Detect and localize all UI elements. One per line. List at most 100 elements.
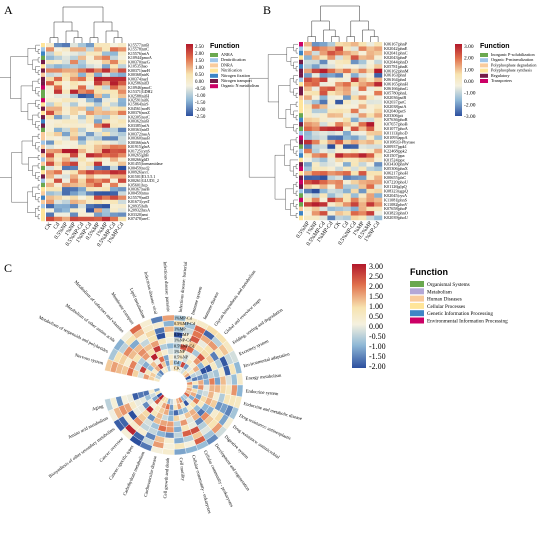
heatmap-cell bbox=[94, 208, 103, 213]
heatmap-cell bbox=[374, 122, 383, 127]
heatmap-cell bbox=[70, 43, 79, 48]
function-strip-cell bbox=[41, 127, 45, 133]
colorbar-tick-label: -1.50 bbox=[195, 101, 206, 106]
heatmap-cell bbox=[54, 178, 63, 184]
function-strip-cell bbox=[299, 86, 303, 92]
dendrogram-branch bbox=[35, 208, 39, 217]
dendrogram-branch bbox=[320, 5, 360, 21]
function-strip-cell bbox=[41, 170, 45, 175]
heatmap-cell bbox=[350, 144, 359, 149]
heatmap-cell bbox=[86, 93, 95, 99]
function-strip-cell bbox=[41, 55, 45, 61]
heatmap-cell bbox=[319, 211, 328, 216]
heatmap-cell bbox=[350, 188, 359, 194]
heatmap-cell bbox=[94, 127, 103, 133]
dendrogram-branch bbox=[35, 172, 40, 179]
heatmap-cell bbox=[343, 55, 351, 60]
heatmap-cell bbox=[358, 95, 367, 101]
heatmap-cell bbox=[102, 76, 111, 82]
circular-heatmap-cell bbox=[165, 426, 175, 433]
row-label: K03823|phnO bbox=[384, 211, 408, 216]
heatmap-cell bbox=[86, 123, 95, 128]
sector-label: Metabolism of terpenoids and polyketides bbox=[38, 315, 109, 354]
heatmap-cell bbox=[366, 184, 375, 190]
heatmap-cell bbox=[62, 98, 71, 103]
heatmap-cell bbox=[110, 216, 119, 222]
heatmap-cell bbox=[374, 117, 383, 123]
heatmap-cell bbox=[350, 184, 359, 190]
dendrogram-branch bbox=[285, 188, 294, 210]
heatmap-cell bbox=[335, 113, 344, 118]
heatmap-cell bbox=[366, 77, 375, 83]
heatmap-cell bbox=[46, 140, 55, 145]
heatmap-cell bbox=[327, 162, 336, 167]
heatmap-cell bbox=[358, 108, 367, 114]
panel-a-function-strip bbox=[41, 43, 45, 222]
row-label: K03385|nrfA bbox=[128, 123, 149, 128]
panel-c-circular-heatmap bbox=[104, 314, 244, 456]
heatmap-cell bbox=[110, 68, 119, 73]
row-label: K00362|nirB bbox=[128, 119, 149, 124]
heatmap-cell bbox=[62, 170, 71, 175]
heatmap-cell bbox=[343, 162, 351, 167]
heatmap-cell bbox=[335, 184, 344, 190]
heatmap-cell bbox=[118, 102, 127, 107]
heatmap-cell bbox=[335, 166, 344, 172]
heatmap-cell bbox=[78, 85, 87, 90]
function-strip-cell bbox=[41, 157, 45, 162]
circular-heatmap-cell bbox=[225, 374, 232, 386]
sector-label: Infectious disease: parasitic bbox=[163, 261, 171, 312]
heatmap-cell bbox=[94, 89, 103, 95]
heatmap-cell bbox=[374, 55, 383, 60]
dendrogram-branch bbox=[37, 91, 40, 97]
heatmap-cell bbox=[46, 174, 55, 179]
row-label: K00655|plsC bbox=[384, 175, 406, 180]
heatmap-cell bbox=[94, 110, 103, 116]
heatmap-cell bbox=[358, 135, 367, 141]
dendrogram-branch bbox=[35, 121, 40, 128]
heatmap-cell bbox=[78, 161, 87, 167]
heatmap-cell bbox=[335, 117, 344, 123]
heatmap-cell bbox=[86, 182, 95, 188]
heatmap-cell bbox=[70, 123, 79, 128]
row-label: K00265|gltB bbox=[128, 153, 149, 158]
heatmap-cell bbox=[102, 195, 111, 201]
heatmap-cell bbox=[311, 95, 320, 101]
heatmap-cell bbox=[118, 195, 127, 201]
dendrogram-branch bbox=[28, 157, 39, 171]
heatmap-cell bbox=[358, 55, 367, 60]
heatmap-cell bbox=[311, 206, 320, 212]
row-label: K10946|pmoC bbox=[128, 85, 152, 90]
heatmap-cell bbox=[70, 115, 79, 120]
dendrogram-branch bbox=[284, 144, 291, 166]
heatmap-cell bbox=[86, 208, 95, 213]
heatmap-cell bbox=[343, 59, 351, 65]
heatmap-cell bbox=[46, 208, 55, 213]
heatmap-cell bbox=[94, 148, 103, 154]
row-label: K15371|GDH2 bbox=[128, 89, 152, 94]
heatmap-cell bbox=[327, 73, 336, 78]
heatmap-cell bbox=[311, 175, 320, 181]
heatmap-cell bbox=[94, 204, 103, 209]
panel-b: B K06167|phnPK02042|phnEK02041|phnCK0204… bbox=[248, 3, 537, 247]
heatmap-cell bbox=[110, 136, 119, 141]
heatmap-cell bbox=[70, 191, 79, 196]
sector-label: Cardiovascular disease bbox=[143, 455, 158, 497]
heatmap-cell bbox=[70, 127, 79, 133]
heatmap-cell bbox=[335, 126, 344, 132]
heatmap-cell bbox=[335, 202, 344, 207]
circular-heatmap-cell bbox=[162, 442, 175, 450]
dendrogram-branch bbox=[37, 112, 40, 118]
heatmap-cell bbox=[46, 81, 55, 86]
dendrogram-branch bbox=[37, 163, 40, 169]
heatmap-cell bbox=[78, 178, 87, 184]
heatmap-cell bbox=[46, 132, 55, 137]
function-strip-cell bbox=[299, 126, 303, 132]
heatmap-cell bbox=[335, 175, 344, 181]
heatmap-cell bbox=[374, 171, 383, 176]
heatmap-cell bbox=[70, 161, 79, 167]
dendrogram-branch bbox=[293, 146, 298, 154]
ring-label: 1%MP bbox=[174, 327, 186, 332]
panel-a-legend: ANRADenitrificationDNRANitrificationNitr… bbox=[210, 52, 260, 89]
heatmap-cell bbox=[304, 139, 312, 145]
